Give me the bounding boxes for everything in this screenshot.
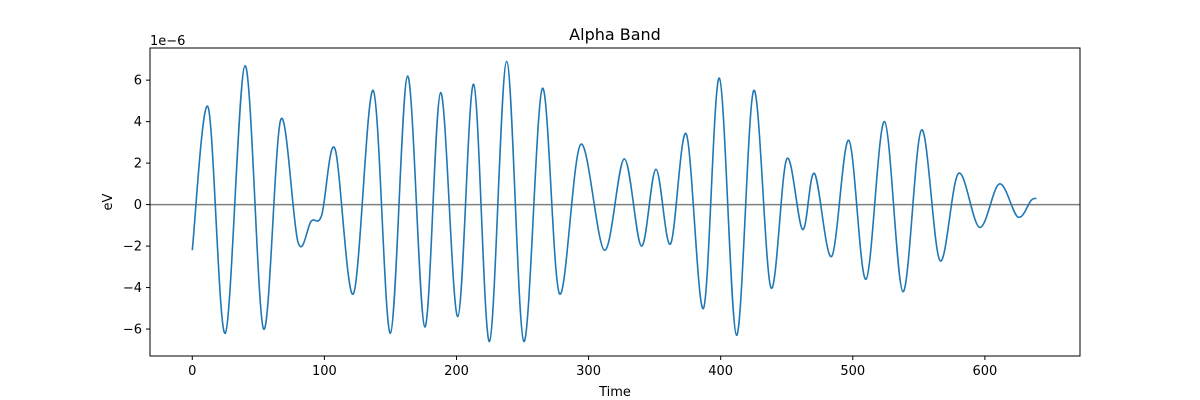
axes-layer xyxy=(149,47,1081,357)
x-tick-label: 300 xyxy=(576,364,601,379)
series-line-0 xyxy=(191,60,1037,343)
x-tick-label: 400 xyxy=(708,364,733,379)
y-tick-label: −4 xyxy=(123,281,142,296)
y-tick-label: 4 xyxy=(134,115,142,130)
y-axis-label: eV xyxy=(101,193,116,210)
y-tick-label: 2 xyxy=(134,157,142,172)
x-tick-label: 100 xyxy=(312,364,337,379)
x-tick-label: 500 xyxy=(840,364,865,379)
x-tick-label: 200 xyxy=(444,364,469,379)
y-tick-label: −6 xyxy=(123,323,142,338)
chart-title: Alpha Band xyxy=(569,25,661,44)
plot-frame xyxy=(149,47,1081,357)
x-axis: 0 100 200 300 400 500 600 xyxy=(188,356,997,379)
y-tick-label: 0 xyxy=(134,198,142,213)
y-axis-offset-label: 1e−6 xyxy=(150,34,185,49)
y-tick-label: −2 xyxy=(123,240,142,255)
series-layer xyxy=(191,60,1037,343)
y-axis: −6 −4 −2 0 2 4 6 xyxy=(123,74,150,338)
x-tick-label: 0 xyxy=(188,364,196,379)
x-axis-label: Time xyxy=(598,385,631,400)
y-tick-label: 6 xyxy=(134,74,142,89)
x-tick-label: 600 xyxy=(972,364,997,379)
